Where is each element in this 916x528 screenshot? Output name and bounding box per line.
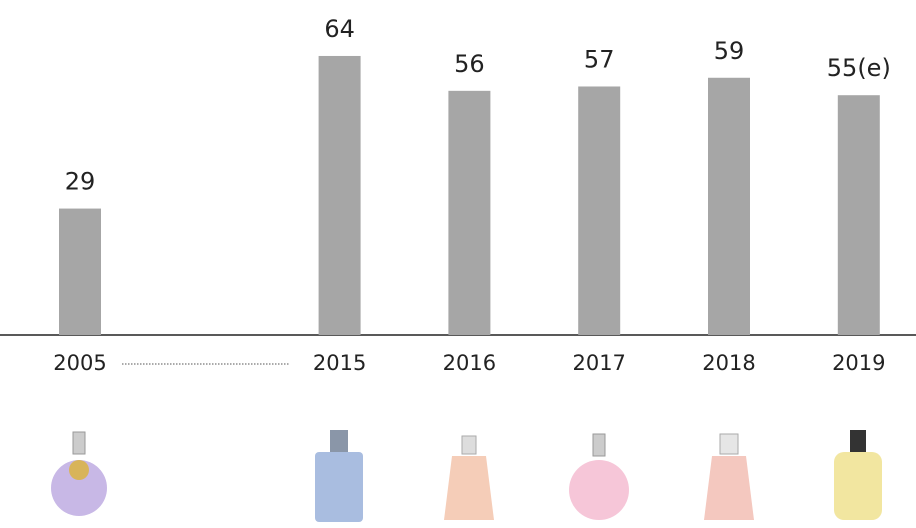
- perfume-bottle: [315, 430, 363, 522]
- bar: [319, 56, 361, 335]
- x-tick-label: 2015: [313, 351, 366, 375]
- perfume-bottle: [569, 434, 629, 520]
- x-tick-label: 2018: [702, 351, 755, 375]
- x-tick-label: 2019: [832, 351, 885, 375]
- perfume-bottle: [834, 430, 882, 520]
- chart: 2005 29 2015 64 2016 56 2017 57 2018 59 2019 55(e): [0, 0, 916, 528]
- bar: [448, 91, 490, 335]
- perfume-bottle: [444, 436, 494, 520]
- bar: [838, 95, 880, 335]
- x-tick-label: 2016: [443, 351, 496, 375]
- perfume-bottle: [51, 432, 107, 516]
- x-tick-label: 2005: [53, 351, 106, 375]
- perfume-bottle: [704, 434, 754, 520]
- value-label: 64: [324, 15, 355, 43]
- value-label: 29: [65, 168, 96, 196]
- bar: [578, 86, 620, 335]
- x-tick-label: 2017: [572, 351, 625, 375]
- value-label: 55(e): [827, 54, 891, 82]
- bar: [59, 209, 101, 335]
- value-label: 59: [714, 37, 745, 65]
- value-label: 57: [584, 45, 615, 73]
- bar: [708, 78, 750, 335]
- product-images: [51, 430, 882, 522]
- value-label: 56: [454, 50, 485, 78]
